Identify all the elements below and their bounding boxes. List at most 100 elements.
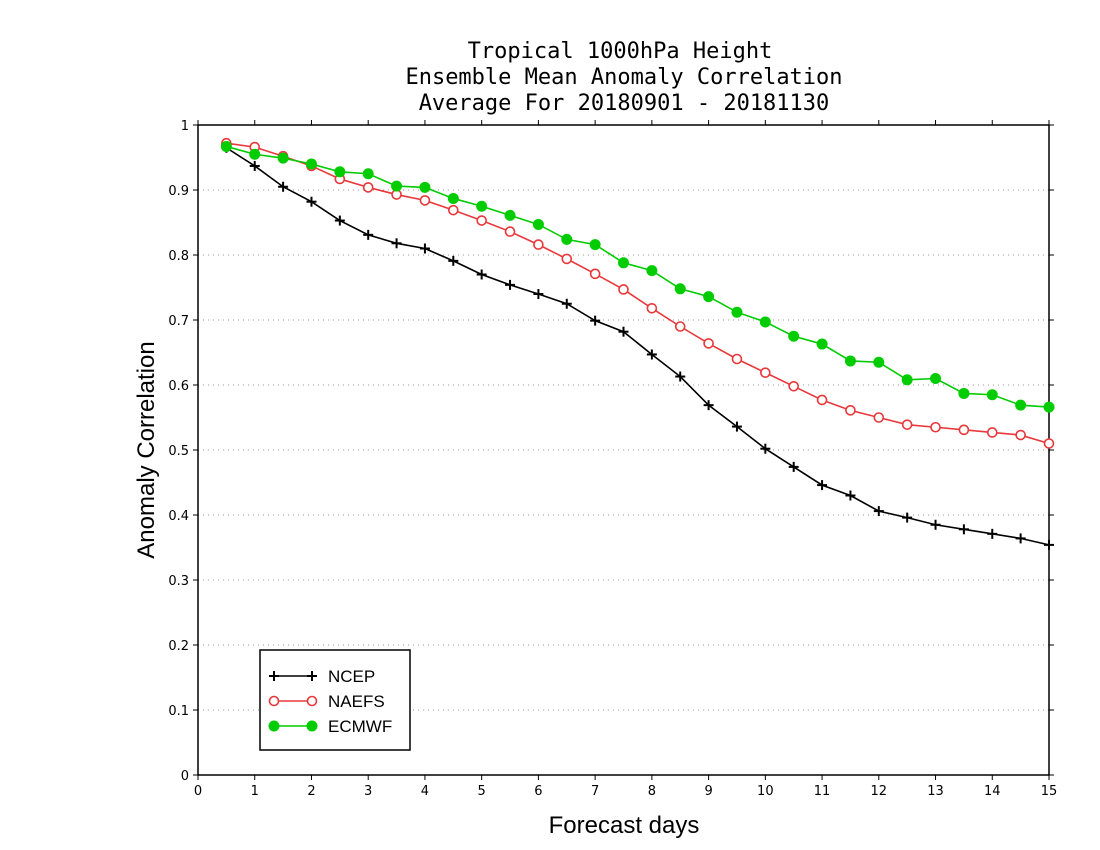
data-point-naefs: [618, 284, 629, 295]
x-tick-label: 15: [1041, 784, 1058, 799]
data-point-ecmwf: [419, 181, 431, 193]
data-point-ecmwf: [618, 257, 629, 269]
data-point-ecmwf: [220, 140, 232, 152]
data-point-ncep: [476, 269, 487, 280]
data-point-ncep: [419, 243, 430, 254]
data-point-ecmwf: [476, 200, 488, 212]
series-line-ecmwf: [226, 145, 1050, 408]
y-tick-label: 0: [181, 769, 189, 784]
data-point-ecmwf: [703, 291, 715, 303]
data-point-naefs: [873, 412, 885, 423]
data-point-naefs: [362, 182, 374, 193]
axis-ticks: 00.10.20.30.40.50.60.70.80.910 1 2 3 4 5 6 7 8 9 1…: [168, 119, 1057, 799]
data-point-naefs: [1015, 429, 1026, 441]
data-point-naefs: [901, 419, 913, 430]
x-axis-label: Forecast days: [549, 812, 700, 839]
data-point-ncep: [278, 181, 289, 192]
grid-lines: [198, 189, 1049, 711]
data-point-naefs: [533, 239, 544, 250]
data-point-ncep: [448, 255, 459, 266]
x-tick-label: 5: [478, 784, 486, 799]
x-tick-label: 14: [984, 784, 1001, 799]
data-point-ncep: [561, 298, 572, 309]
legend-marker-ncep: [269, 671, 279, 681]
data-point-ecmwf: [816, 338, 828, 350]
data-point-ecmwf: [532, 218, 544, 230]
y-tick-label: 0.9: [168, 184, 189, 199]
data-point-ncep: [760, 443, 771, 454]
legend: NCEP NAEFS ECMWF: [259, 649, 411, 751]
x-tick-label: 8: [648, 784, 656, 799]
legend-marker-ecmwf: [268, 720, 280, 732]
data-point-naefs: [589, 268, 601, 280]
data-point-naefs: [674, 321, 686, 332]
data-point-ecmwf: [901, 374, 913, 386]
data-point-ecmwf: [731, 306, 743, 318]
data-point-naefs: [504, 226, 516, 237]
x-tick-label: 11: [814, 784, 831, 799]
data-point-naefs: [731, 353, 743, 365]
data-point-ecmwf: [504, 209, 516, 221]
x-tick-label: 2: [307, 784, 315, 799]
data-point-ncep: [590, 315, 601, 326]
data-point-ecmwf: [277, 152, 289, 164]
data-point-ecmwf: [249, 148, 261, 160]
data-point-ncep: [845, 490, 856, 501]
x-tick-label: 10: [757, 784, 774, 799]
y-tick-label: 0.5: [168, 444, 189, 459]
chart-title-line-1: Tropical 1000hPa Height: [468, 39, 773, 64]
data-point-ecmwf: [930, 373, 942, 384]
data-point-ecmwf: [674, 283, 686, 295]
data-point-naefs: [816, 394, 828, 406]
data-point-ecmwf: [1015, 399, 1027, 411]
data-point-ncep: [249, 160, 260, 171]
y-tick-label: 0.3: [168, 574, 189, 589]
data-point-ecmwf: [1043, 401, 1055, 413]
data-point-ecmwf: [305, 158, 317, 170]
legend-marker-ecmwf: [306, 720, 318, 732]
data-point-naefs: [788, 380, 800, 392]
data-point-ncep: [731, 421, 742, 432]
data-point-ncep: [1044, 539, 1054, 550]
data-point-ecmwf: [986, 389, 998, 401]
data-point-ncep: [391, 238, 402, 249]
data-point-ncep: [334, 215, 345, 226]
data-point-ncep: [363, 229, 374, 240]
legend-box: [259, 649, 411, 751]
data-point-ecmwf: [873, 356, 885, 368]
y-tick-label: 0.6: [168, 379, 189, 394]
data-point-naefs: [447, 204, 459, 216]
data-point-ncep: [902, 512, 913, 523]
y-tick-label: 0.2: [168, 639, 189, 654]
data-point-ncep: [533, 289, 544, 299]
data-point-ncep: [817, 480, 828, 491]
legend-marker-ncep: [307, 671, 317, 681]
data-point-naefs: [845, 405, 856, 416]
data-point-ecmwf: [447, 192, 459, 204]
x-tick-label: 12: [871, 784, 888, 799]
series-line-naefs: [226, 142, 1050, 445]
data-point-ecmwf: [646, 265, 658, 277]
data-point-ecmwf: [561, 233, 573, 245]
y-tick-label: 0.7: [168, 314, 189, 329]
data-point-ncep: [675, 371, 686, 382]
data-point-naefs: [958, 424, 970, 436]
x-tick-label: 9: [704, 784, 712, 799]
data-point-naefs: [419, 195, 431, 206]
x-tick-label: 7: [591, 784, 599, 799]
data-point-naefs: [561, 253, 573, 265]
data-point-naefs: [930, 421, 941, 433]
data-point-ncep: [306, 196, 317, 207]
data-point-ecmwf: [589, 239, 601, 251]
chart-title-line-2: Ensemble Mean Anomaly Correlation: [405, 65, 842, 90]
x-tick-label: 13: [927, 784, 944, 799]
data-series: [220, 137, 1055, 550]
data-point-ncep: [703, 400, 714, 411]
data-point-naefs: [1043, 438, 1055, 449]
x-tick-label: 6: [534, 784, 542, 799]
data-point-ncep: [1015, 533, 1026, 544]
y-tick-label: 0.8: [168, 249, 189, 264]
y-tick-label: 0.1: [168, 704, 189, 719]
series-line-ncep: [225, 147, 1050, 546]
